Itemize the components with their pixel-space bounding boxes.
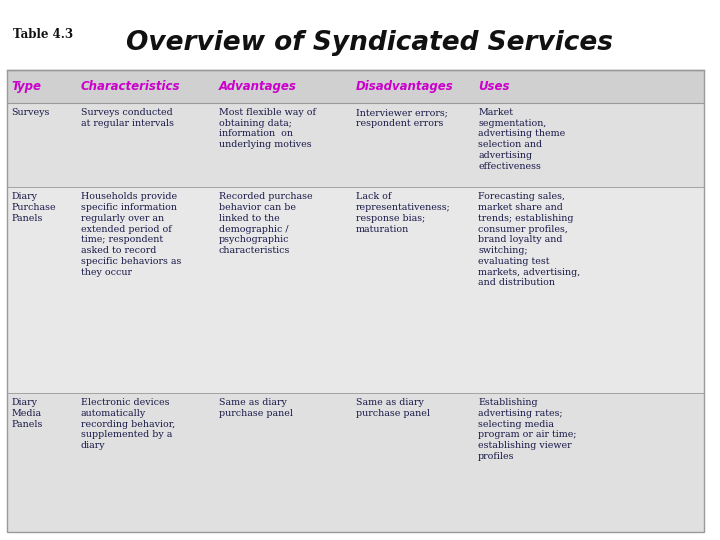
Text: Advantages: Advantages [219,80,297,93]
Text: Disadvantages: Disadvantages [356,80,454,93]
Bar [7,70,704,103]
Text: Households provide
specific information
regularly over an
extended period of
tim: Households provide specific information … [81,192,181,276]
Text: Type: Type [12,80,42,93]
Bar [7,70,704,532]
Bar [7,187,704,393]
Text: Lack of
representativeness;
response bias;
maturation: Lack of representativeness; response bia… [356,192,451,234]
Text: Surveys conducted
at regular intervals: Surveys conducted at regular intervals [81,108,174,128]
Bar [7,393,704,532]
Text: Surveys: Surveys [12,108,50,117]
Text: Diary
Purchase
Panels: Diary Purchase Panels [12,192,56,223]
Text: Overview of Syndicated Services: Overview of Syndicated Services [126,30,613,56]
Text: Most flexible way of
obtaining data;
information  on
underlying motives: Most flexible way of obtaining data; inf… [219,108,316,149]
Text: Electronic devices
automatically
recording behavior,
supplemented by a
diary: Electronic devices automatically recordi… [81,398,175,450]
Text: Same as diary
purchase panel: Same as diary purchase panel [356,398,430,418]
Text: Establishing
advertising rates;
selecting media
program or air time;
establishin: Establishing advertising rates; selectin… [478,398,577,461]
Text: Same as diary
purchase panel: Same as diary purchase panel [219,398,293,418]
Bar [7,103,704,187]
Text: Table 4.3: Table 4.3 [13,28,73,41]
Text: Recorded purchase
behavior can be
linked to the
demographic /
psychographic
char: Recorded purchase behavior can be linked… [219,192,312,255]
Text: Characteristics: Characteristics [81,80,180,93]
Text: Interviewer errors;
respondent errors: Interviewer errors; respondent errors [356,108,448,128]
Text: Market
segmentation,
advertising theme
selection and
advertising
effectiveness: Market segmentation, advertising theme s… [478,108,565,171]
Text: Forecasting sales,
market share and
trends; establishing
consumer profiles,
bran: Forecasting sales, market share and tren… [478,192,580,287]
Text: Uses: Uses [478,80,510,93]
Text: Diary
Media
Panels: Diary Media Panels [12,398,43,429]
